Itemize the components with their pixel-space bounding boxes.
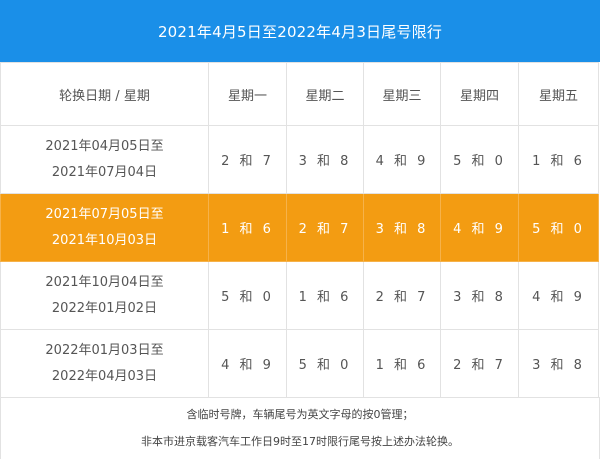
period-start: 2022年01月03日至 [45,342,164,358]
plate-cell: 4 和 9 [363,125,441,194]
period-end: 2021年10月03日 [51,232,158,248]
plate-cell: 2 和 7 [208,125,287,194]
day-column-header-monday: 星期一 [208,62,287,126]
note-line-2: 非本市进京载客汽车工作日9时至17时限行尾号按上述办法轮换。 [141,435,459,448]
plate-cell: 3 和 8 [440,261,519,330]
period-end: 2022年04月03日 [51,368,158,384]
plate-cell: 2 和 7 [286,193,364,262]
plate-cell: 3 和 8 [286,125,364,194]
notes-section: 含临时号牌，车辆尾号为英文字母的按0管理； 非本市进京载客汽车工作日9时至17时… [0,397,600,459]
plate-cell: 5 和 0 [518,193,599,262]
plate-cell: 3 和 8 [518,329,599,398]
period-cell: 2021年07月05日至 2021年10月03日 [0,193,209,262]
table-row: 2021年10月04日至 2022年01月02日 5 和 0 1 和 6 2 和… [0,261,599,330]
plate-cell: 1 和 6 [363,329,441,398]
plate-cell: 4 和 9 [440,193,519,262]
table-row: 2022年01月03日至 2022年04月03日 4 和 9 5 和 0 1 和… [0,329,599,398]
plate-cell: 5 和 0 [440,125,519,194]
period-end: 2022年01月02日 [51,300,158,316]
day-column-header-tuesday: 星期二 [286,62,364,126]
day-column-header-wednesday: 星期三 [363,62,441,126]
day-column-header-thursday: 星期四 [440,62,519,126]
note-line-1: 含临时号牌，车辆尾号为英文字母的按0管理； [186,408,414,421]
plate-cell: 2 和 7 [363,261,441,330]
period-cell: 2021年10月04日至 2022年01月02日 [0,261,209,330]
plate-cell: 1 和 6 [208,193,287,262]
period-cell: 2021年04月05日至 2021年07月04日 [0,125,209,194]
period-start: 2021年10月04日至 [45,274,164,290]
period-column-header: 轮换日期 / 星期 [0,62,209,126]
period-start: 2021年07月05日至 [45,206,164,222]
page-title: 2021年4月5日至2022年4月3日尾号限行 [0,0,600,62]
schedule-table: 轮换日期 / 星期 星期一 星期二 星期三 星期四 星期五 2021年04月05… [0,62,599,398]
plate-cell: 2 和 7 [440,329,519,398]
period-start: 2021年04月05日至 [45,138,164,154]
table-header-row: 轮换日期 / 星期 星期一 星期二 星期三 星期四 星期五 [0,62,599,126]
table-row: 2021年04月05日至 2021年07月04日 2 和 7 3 和 8 4 和… [0,125,599,194]
plate-cell: 3 和 8 [363,193,441,262]
period-end: 2021年07月04日 [51,164,158,180]
plate-cell: 1 和 6 [286,261,364,330]
plate-cell: 5 和 0 [286,329,364,398]
plate-cell: 1 和 6 [518,125,599,194]
period-cell: 2022年01月03日至 2022年04月03日 [0,329,209,398]
plate-cell: 5 和 0 [208,261,287,330]
day-column-header-friday: 星期五 [518,62,599,126]
table-row-current: 2021年07月05日至 2021年10月03日 1 和 6 2 和 7 3 和… [0,193,599,262]
plate-cell: 4 和 9 [518,261,599,330]
plate-cell: 4 和 9 [208,329,287,398]
